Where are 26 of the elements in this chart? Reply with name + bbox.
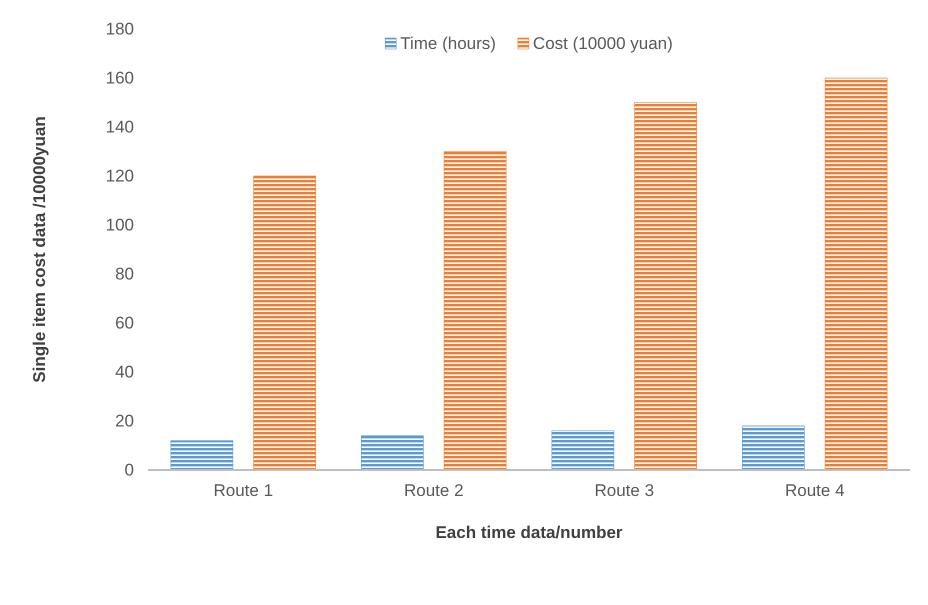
bar <box>824 78 888 470</box>
x-tick-label: Route 2 <box>404 481 464 500</box>
x-tick-label: Route 4 <box>784 481 845 500</box>
y-tick-label: 80 <box>115 264 134 284</box>
bar <box>361 435 424 470</box>
y-tick-label: 100 <box>106 215 134 234</box>
y-tick-label: 120 <box>106 166 134 186</box>
y-axis-title: Single item cost data /10000yuan <box>30 116 49 383</box>
y-tick-label: 160 <box>106 68 134 88</box>
y-tick-label: 140 <box>106 117 134 136</box>
legend-label: Cost (10000 yuan) <box>532 34 673 53</box>
x-tick-label: Route 3 <box>594 481 654 500</box>
y-tick-label: 40 <box>115 362 134 382</box>
y-tick-label: 180 <box>106 19 134 38</box>
legend-label: Time (hours) <box>400 34 496 53</box>
y-tick-label: 20 <box>115 411 134 430</box>
bar <box>253 176 316 470</box>
bar <box>634 102 697 470</box>
y-tick-label: 0 <box>124 460 134 480</box>
bar <box>552 430 614 470</box>
bar <box>444 151 506 470</box>
x-axis-title: Each time data/number <box>435 523 623 542</box>
y-tick-label: 60 <box>115 313 134 332</box>
x-tick-label: Route 1 <box>213 481 274 500</box>
bar <box>742 426 805 470</box>
bar <box>170 440 234 470</box>
